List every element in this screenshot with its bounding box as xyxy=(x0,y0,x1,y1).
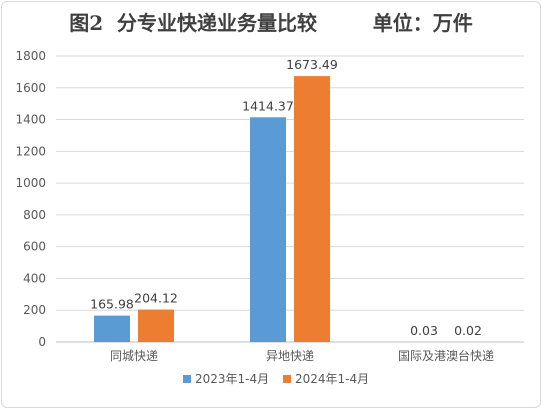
legend-label: 2023年1-4月 xyxy=(195,372,269,386)
legend-swatch xyxy=(183,375,191,383)
data-label: 1414.37 xyxy=(242,98,294,113)
legend-label: 2024年1-4月 xyxy=(295,372,369,386)
y-tick-label: 600 xyxy=(23,240,46,254)
data-label: 204.12 xyxy=(134,291,178,306)
data-label: 1673.49 xyxy=(286,57,338,72)
data-label: 0.03 xyxy=(410,323,438,338)
bars xyxy=(94,76,486,342)
bar xyxy=(138,309,174,342)
data-label: 0.02 xyxy=(454,323,482,338)
y-tick-label: 800 xyxy=(23,208,46,222)
chart-title: 图2 分专业快递业务量比较 单位：万件 xyxy=(69,11,473,35)
bar xyxy=(250,117,286,342)
y-tick-label: 1400 xyxy=(15,113,46,127)
x-category-label: 异地快递 xyxy=(266,349,314,363)
y-tick-label: 1000 xyxy=(15,176,46,190)
y-axis: 0 200 400 600 800 1000 1200 1400 1600 1800 xyxy=(15,49,46,349)
bar xyxy=(294,76,330,342)
bar xyxy=(94,315,130,342)
y-tick-label: 400 xyxy=(23,271,46,285)
y-tick-label: 1800 xyxy=(15,49,46,63)
y-tick-label: 1600 xyxy=(15,81,46,95)
x-category-label: 同城快递 xyxy=(110,349,158,363)
data-labels: 165.98 204.12 1414.37 1673.49 0.03 0.02 xyxy=(90,57,482,338)
legend: 2023年1-4月 2024年1-4月 xyxy=(183,372,369,386)
y-tick-label: 0 xyxy=(38,335,46,349)
legend-swatch xyxy=(283,375,291,383)
y-tick-label: 200 xyxy=(23,303,46,317)
gridlines xyxy=(56,55,524,343)
x-category-label: 国际及港澳台快递 xyxy=(398,348,494,363)
x-axis: 同城快递 异地快递 国际及港澳台快递 xyxy=(110,348,494,363)
y-tick-label: 1200 xyxy=(15,144,46,158)
data-label: 165.98 xyxy=(90,297,134,312)
